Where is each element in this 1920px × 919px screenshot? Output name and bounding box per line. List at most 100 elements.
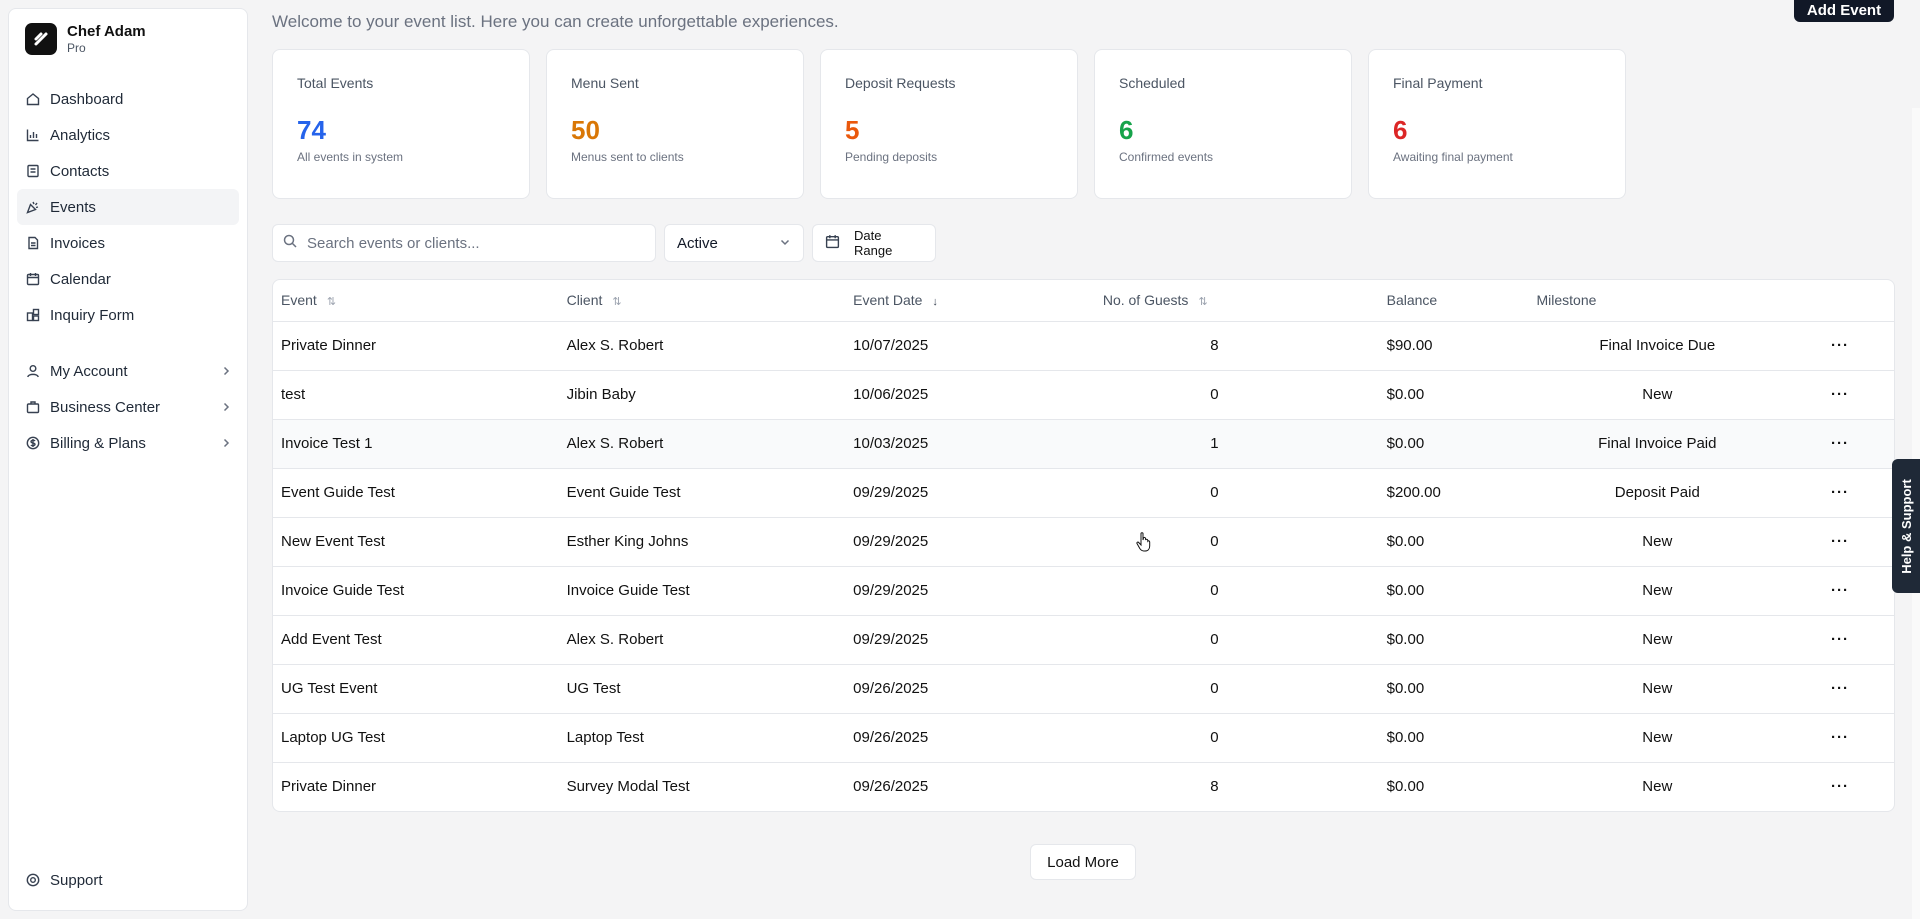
calendar-icon — [825, 234, 840, 252]
stat-label: Menu Sent — [571, 75, 639, 91]
sidebar-item-business-center[interactable]: Business Center — [17, 389, 239, 425]
cell-guests: 0 — [1094, 713, 1379, 763]
sidebar-item-events[interactable]: Events — [17, 189, 239, 225]
table-row[interactable]: New Event Test Esther King Johns 09/29/202… — [273, 517, 1894, 567]
add-event-button[interactable]: Add Event — [1794, 0, 1894, 22]
cell-milestone: New — [1528, 713, 1787, 763]
cell-milestone: New — [1528, 370, 1787, 420]
cell-balance: $0.00 — [1378, 664, 1529, 714]
cell-event-date: 09/29/2025 — [845, 468, 1095, 518]
cell-milestone: Deposit Paid — [1528, 468, 1787, 518]
stat-card-final-payment[interactable]: Final Payment 6 Awaiting final payment — [1368, 49, 1626, 199]
sidebar-item-my-account[interactable]: My Account — [17, 353, 239, 389]
table-row[interactable]: UG Test Event UG Test 09/26/2025 0 $0.00 New ·… — [273, 664, 1894, 714]
stat-card-total-events[interactable]: Total Events 74 All events in system — [272, 49, 530, 199]
cell-client: UG Test — [558, 664, 846, 714]
cell-event-date: 09/26/2025 — [845, 713, 1095, 763]
sidebar-item-billing-plans[interactable]: Billing & Plans — [17, 425, 239, 461]
cell-client: Laptop Test — [558, 713, 846, 763]
cell-event: Add Event Test — [273, 615, 559, 665]
more-actions-icon[interactable]: ··· — [1786, 664, 1894, 714]
cell-event: Event Guide Test — [273, 468, 559, 518]
stat-card-deposit-requests[interactable]: Deposit Requests 5 Pending deposits — [820, 49, 1078, 199]
table-row[interactable]: Event Guide Test Event Guide Test 09/29/20… — [273, 468, 1894, 518]
cell-balance: $90.00 — [1378, 321, 1529, 371]
date-range-label: Date Range — [854, 228, 893, 258]
load-more-button[interactable]: Load More — [1030, 844, 1136, 880]
stat-card-scheduled[interactable]: Scheduled 6 Confirmed events — [1094, 49, 1352, 199]
brand[interactable]: Chef Adam Pro — [9, 9, 247, 69]
column-header-event[interactable]: Event ⇅ — [273, 280, 559, 322]
sidebar-item-calendar[interactable]: Calendar — [17, 261, 239, 297]
date-range-button[interactable]: Date Range — [812, 224, 936, 262]
dollar-icon — [25, 435, 41, 451]
more-actions-icon[interactable]: ··· — [1831, 778, 1850, 796]
stat-value: 5 — [845, 115, 860, 145]
sidebar-item-label: Invoices — [50, 234, 106, 252]
stat-label: Deposit Requests — [845, 75, 956, 91]
sidebar-item-label: Dashboard — [50, 90, 124, 108]
sidebar-item-label: Contacts — [50, 162, 110, 180]
table-row[interactable]: Laptop UG Test Laptop Test 09/26/2025 0 $0.0… — [273, 713, 1894, 763]
stat-label: Scheduled — [1119, 75, 1186, 91]
more-actions-icon[interactable]: ··· — [1786, 713, 1894, 763]
cell-guests: 0 — [1094, 468, 1379, 518]
cell-event-date: 10/03/2025 — [845, 419, 1095, 469]
cell-event-date: 09/26/2025 — [845, 664, 1095, 714]
column-header-client[interactable]: Client ⇅ — [558, 280, 846, 322]
stat-value: 50 — [571, 115, 600, 145]
table-row[interactable]: Invoice Guide Test Invoice Guide Test 09/2… — [273, 566, 1894, 616]
search-input[interactable] — [307, 234, 637, 252]
cell-event-date: 10/07/2025 — [845, 321, 1095, 371]
stat-desc: Pending deposits — [845, 150, 938, 164]
sidebar-item-contacts[interactable]: Contacts — [17, 153, 239, 189]
stat-card-menu-sent[interactable]: Menu Sent 50 Menus sent to clients — [546, 49, 804, 199]
sort-desc-icon: ↓ — [932, 296, 938, 309]
cell-event: test — [273, 370, 559, 420]
table-row[interactable]: Private Dinner Alex S. Robert 10/07/2025 8 $… — [273, 321, 1894, 371]
sidebar: Chef Adam Pro Dashboard Analytics Contac… — [8, 8, 248, 911]
cell-balance: $0.00 — [1378, 615, 1529, 665]
more-actions-icon[interactable]: ··· — [1786, 615, 1894, 665]
sidebar-item-label: Inquiry Form — [50, 306, 135, 324]
stat-value: 6 — [1119, 115, 1134, 145]
chevron-right-icon — [221, 435, 231, 452]
cell-event-date: 09/29/2025 — [845, 615, 1095, 665]
cell-milestone: Final Invoice Due — [1528, 321, 1787, 371]
contacts-icon — [25, 163, 41, 179]
sidebar-item-label: Business Center — [50, 398, 161, 416]
more-actions-icon[interactable]: ··· — [1786, 370, 1894, 420]
cell-balance: $0.00 — [1378, 419, 1529, 469]
sidebar-item-dashboard[interactable]: Dashboard — [17, 81, 239, 117]
sidebar-nav: Dashboard Analytics Contacts Events Invo… — [9, 81, 247, 461]
search-icon — [283, 234, 297, 253]
cell-event-date: 10/06/2025 — [845, 370, 1095, 420]
more-actions-icon[interactable]: ··· — [1786, 468, 1894, 518]
sidebar-item-analytics[interactable]: Analytics — [17, 117, 239, 153]
more-actions-icon[interactable]: ··· — [1786, 566, 1894, 616]
table-row[interactable]: Private Dinner Survey Modal Test 09/26/202… — [273, 762, 1894, 811]
column-header-guests[interactable]: No. of Guests ⇅ — [1094, 280, 1379, 322]
table-row[interactable]: Add Event Test Alex S. Robert 09/29/2025 0 $… — [273, 615, 1894, 665]
cell-event-date: 09/29/2025 — [845, 566, 1095, 616]
sidebar-item-label: Billing & Plans — [50, 434, 146, 452]
more-actions-icon[interactable]: ··· — [1786, 321, 1894, 371]
status-select[interactable]: Active — [664, 224, 804, 262]
user-icon — [25, 363, 41, 379]
search-box[interactable] — [272, 224, 656, 262]
table-row[interactable]: test Jibin Baby 10/06/2025 0 $0.00 New ··· — [273, 370, 1894, 420]
cell-event: Private Dinner — [281, 778, 377, 796]
sort-icon: ⇅ — [326, 296, 337, 309]
help-support-tab[interactable]: Help & Support — [1892, 459, 1920, 593]
cell-balance: $0.00 — [1378, 713, 1529, 763]
sidebar-item-invoices[interactable]: Invoices — [17, 225, 239, 261]
cell-milestone: New — [1528, 615, 1787, 665]
more-actions-icon[interactable]: ··· — [1786, 517, 1894, 567]
more-actions-icon[interactable]: ··· — [1786, 419, 1894, 469]
table-row[interactable]: Invoice Test 1 Alex S. Robert 10/03/2025 1 $… — [273, 419, 1894, 469]
sidebar-item-label: Analytics — [50, 126, 111, 144]
column-header-event-date[interactable]: Event Date ↓ — [845, 280, 1095, 322]
sidebar-item-support[interactable]: Support — [17, 862, 239, 898]
sidebar-item-inquiry-form[interactable]: Inquiry Form — [17, 297, 239, 333]
cell-balance: $0.00 — [1378, 566, 1529, 616]
